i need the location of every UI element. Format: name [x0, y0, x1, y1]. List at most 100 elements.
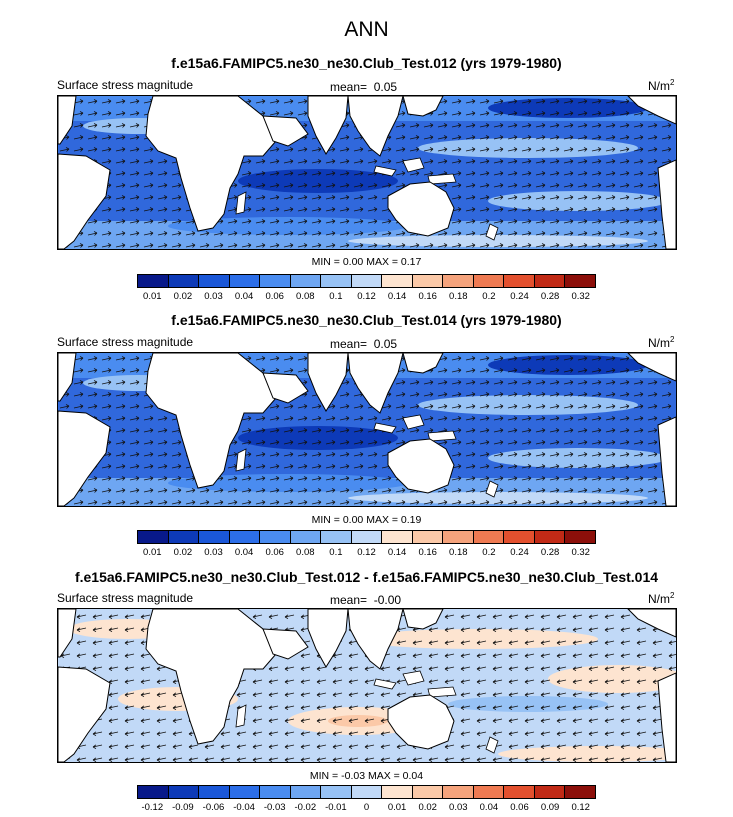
colorbar-tick-label: 0.32 — [571, 291, 590, 302]
colorbar-tick-label: 0.03 — [204, 291, 223, 302]
colorbar-swatch — [443, 275, 474, 287]
panel-3-title: f.e15a6.FAMIPC5.ne30_ne30.Club_Test.012 … — [74, 569, 659, 585]
panel-1-variable-label: Surface stress magnitude — [57, 78, 194, 92]
panel-3-variable-label: Surface stress magnitude — [57, 591, 194, 605]
colorbar-tick-label: 0.06 — [265, 291, 284, 302]
colorbar-swatch — [351, 275, 383, 287]
panel-2-map-canvas — [58, 353, 676, 506]
panel-1-title: f.e15a6.FAMIPC5.ne30_ne30.Club_Test.012 … — [171, 55, 562, 71]
colorbar-tick-label: 0.04 — [234, 547, 254, 558]
colorbar-tick-label: 0.24 — [510, 547, 529, 558]
colorbar-tick-label: 0 — [363, 802, 370, 813]
panel-2-variable-label: Surface stress magnitude — [57, 335, 194, 349]
colorbar-tick-label: 0.12 — [357, 291, 376, 302]
colorbar-tick-label: -0.01 — [325, 802, 347, 813]
colorbar-swatch — [382, 275, 413, 287]
panel-1-minmax: MIN = 0.00 MAX = 0.17 — [311, 256, 422, 268]
colorbar-swatch — [534, 786, 566, 798]
colorbar-tick-label: 0.24 — [510, 291, 529, 302]
panel-2-colorbar — [137, 530, 596, 544]
colorbar-swatch — [229, 786, 261, 798]
colorbar-tick-label: 0.06 — [265, 547, 284, 558]
colorbar-tick-label: -0.06 — [202, 802, 225, 813]
panel-2-units: N/m2 — [648, 335, 675, 350]
colorbar-swatch — [260, 786, 291, 798]
panel-1-mean: mean= 0.05 — [330, 80, 398, 94]
colorbar-swatch — [565, 786, 595, 798]
colorbar-swatch — [473, 275, 505, 287]
colorbar-tick-label: 0.02 — [418, 802, 437, 813]
panel-1-map — [57, 95, 677, 250]
colorbar-tick-label: 0.04 — [234, 291, 254, 302]
colorbar-swatch — [565, 275, 595, 287]
panel-1-units: N/m2 — [648, 78, 675, 93]
colorbar-swatch — [351, 786, 383, 798]
colorbar-tick-label: -0.03 — [263, 802, 286, 813]
colorbar-swatch — [138, 531, 169, 543]
colorbar-swatch — [473, 786, 505, 798]
colorbar-swatch — [412, 275, 444, 287]
colorbar-swatch — [412, 531, 444, 543]
panel-3-minmax: MIN = -0.03 MAX = 0.04 — [309, 770, 424, 782]
colorbar-tick-label: 0.06 — [510, 802, 529, 813]
colorbar-swatch — [504, 531, 535, 543]
colorbar-tick-label: -0.04 — [233, 802, 255, 813]
colorbar-tick-label: 0.14 — [387, 291, 407, 302]
colorbar-tick-label: 0.01 — [143, 547, 162, 558]
colorbar-swatch — [168, 786, 200, 798]
colorbar-tick-label: 0.14 — [387, 547, 407, 558]
colorbar-swatch — [290, 275, 322, 287]
colorbar-swatch — [260, 531, 291, 543]
colorbar-swatch — [260, 275, 291, 287]
colorbar-tick-label: 0.09 — [540, 802, 560, 813]
colorbar-tick-label: 0.01 — [387, 802, 407, 813]
colorbar-tick-label: 0.03 — [449, 802, 468, 813]
colorbar-tick-label: 0.16 — [418, 291, 437, 302]
colorbar-tick-label: -0.02 — [294, 802, 317, 813]
panel-2-colorbar-ticks: 0.01 0.02 0.03 0.04 0.06 0.08 0.1 0.12 0.14 0.16 0… — [137, 547, 596, 559]
panel-3-units: N/m2 — [648, 591, 675, 606]
colorbar-swatch — [199, 531, 230, 543]
colorbar-swatch — [534, 531, 566, 543]
colorbar-tick-label: 0.1 — [329, 547, 343, 558]
colorbar-tick-label: 0.28 — [540, 291, 560, 302]
panel-3-map — [57, 608, 677, 763]
colorbar-swatch — [443, 531, 474, 543]
panel-3-colorbar-ticks: -0.12 -0.09 -0.06 -0.04 -0.03 -0.02 -0.01 0 0.01… — [137, 802, 596, 814]
panel-2-title: f.e15a6.FAMIPC5.ne30_ne30.Club_Test.014 … — [171, 312, 562, 328]
colorbar-tick-label: 0.18 — [449, 291, 468, 302]
colorbar-swatch — [382, 786, 413, 798]
colorbar-tick-label: 0.2 — [482, 291, 496, 302]
colorbar-tick-label: 0.2 — [482, 547, 496, 558]
panel-2-map — [57, 352, 677, 507]
colorbar-tick-label: 0.04 — [479, 802, 499, 813]
colorbar-swatch — [351, 531, 383, 543]
colorbar-swatch — [382, 531, 413, 543]
colorbar-swatch — [504, 275, 535, 287]
colorbar-swatch — [199, 275, 230, 287]
colorbar-swatch — [138, 275, 169, 287]
panel-1-colorbar — [137, 274, 596, 288]
panel-3-map-canvas — [58, 609, 676, 762]
panel-3-mean: mean= -0.00 — [330, 593, 402, 607]
colorbar-tick-label: -0.09 — [172, 802, 194, 813]
colorbar-swatch — [443, 786, 474, 798]
colorbar-tick-label: 0.01 — [143, 291, 162, 302]
colorbar-tick-label: -0.12 — [141, 802, 164, 813]
colorbar-swatch — [321, 275, 352, 287]
figure-title: ANN — [344, 18, 389, 41]
colorbar-swatch — [290, 786, 322, 798]
panel-3-colorbar — [137, 785, 596, 799]
colorbar-swatch — [565, 531, 595, 543]
colorbar-swatch — [229, 275, 261, 287]
colorbar-tick-label: 0.03 — [204, 547, 223, 558]
colorbar-tick-label: 0.08 — [296, 291, 315, 302]
colorbar-tick-label: 0.1 — [329, 291, 343, 302]
colorbar-swatch — [229, 531, 261, 543]
colorbar-swatch — [412, 786, 444, 798]
panel-1-map-canvas — [58, 96, 676, 249]
colorbar-tick-label: 0.02 — [173, 547, 193, 558]
colorbar-tick-label: 0.08 — [296, 547, 315, 558]
colorbar-tick-label: 0.16 — [418, 547, 437, 558]
colorbar-tick-label: 0.02 — [173, 291, 193, 302]
